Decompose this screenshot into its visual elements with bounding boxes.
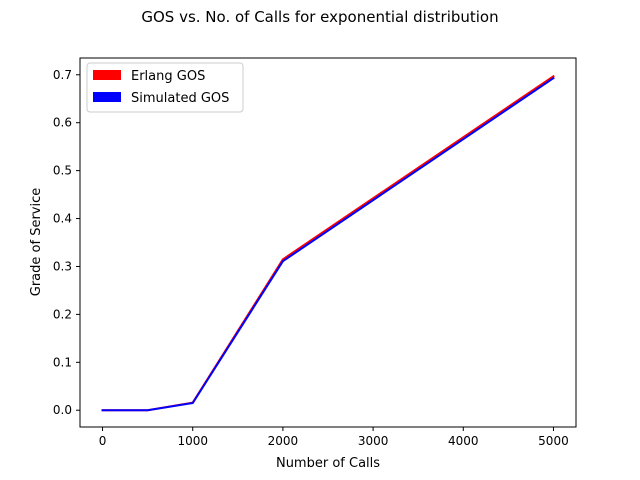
y-tick-label: 0.2: [53, 307, 72, 321]
x-tick-label: 5000: [538, 434, 569, 448]
y-tick-label: 0.6: [53, 116, 72, 130]
y-axis-ticks: 0.0 0.1 0.2 0.3 0.4 0.5 0.6 0.7: [53, 68, 80, 417]
series-layer: [101, 74, 555, 412]
legend: Erlang GOS Simulated GOS: [86, 62, 244, 113]
y-tick-label: 0.7: [53, 68, 72, 82]
axes-frame: [79, 57, 577, 428]
x-axis-ticks: 0 1000 2000 3000 4000 5000: [99, 427, 569, 448]
y-tick-label: 0.0: [53, 403, 72, 417]
x-tick-label: 1000: [177, 434, 208, 448]
x-tick-label: 0: [99, 434, 107, 448]
x-axis-label: Number of Calls: [276, 456, 380, 471]
y-axis-label: Grade of Service: [29, 188, 44, 296]
y-tick-label: 0.3: [53, 259, 72, 273]
series-line-simulated-gos: [101, 76, 555, 412]
y-tick-label: 0.5: [53, 164, 72, 178]
x-tick-label: 3000: [358, 434, 389, 448]
legend-swatch-erlang: [93, 70, 121, 80]
plot-area: 0 1000 2000 3000 4000 5000 0.0 0.1 0.2 0.3 0.4 0.5…: [53, 57, 577, 448]
y-tick-label: 0.1: [53, 355, 72, 369]
legend-label-erlang: Erlang GOS: [131, 69, 205, 84]
y-tick-label: 0.4: [53, 212, 72, 226]
x-tick-label: 2000: [268, 434, 299, 448]
legend-swatch-simulated: [93, 92, 121, 102]
legend-label-simulated: Simulated GOS: [131, 91, 229, 106]
legend-box: [86, 62, 244, 113]
chart-title: GOS vs. No. of Calls for exponential dis…: [141, 8, 498, 26]
x-tick-label: 4000: [448, 434, 479, 448]
